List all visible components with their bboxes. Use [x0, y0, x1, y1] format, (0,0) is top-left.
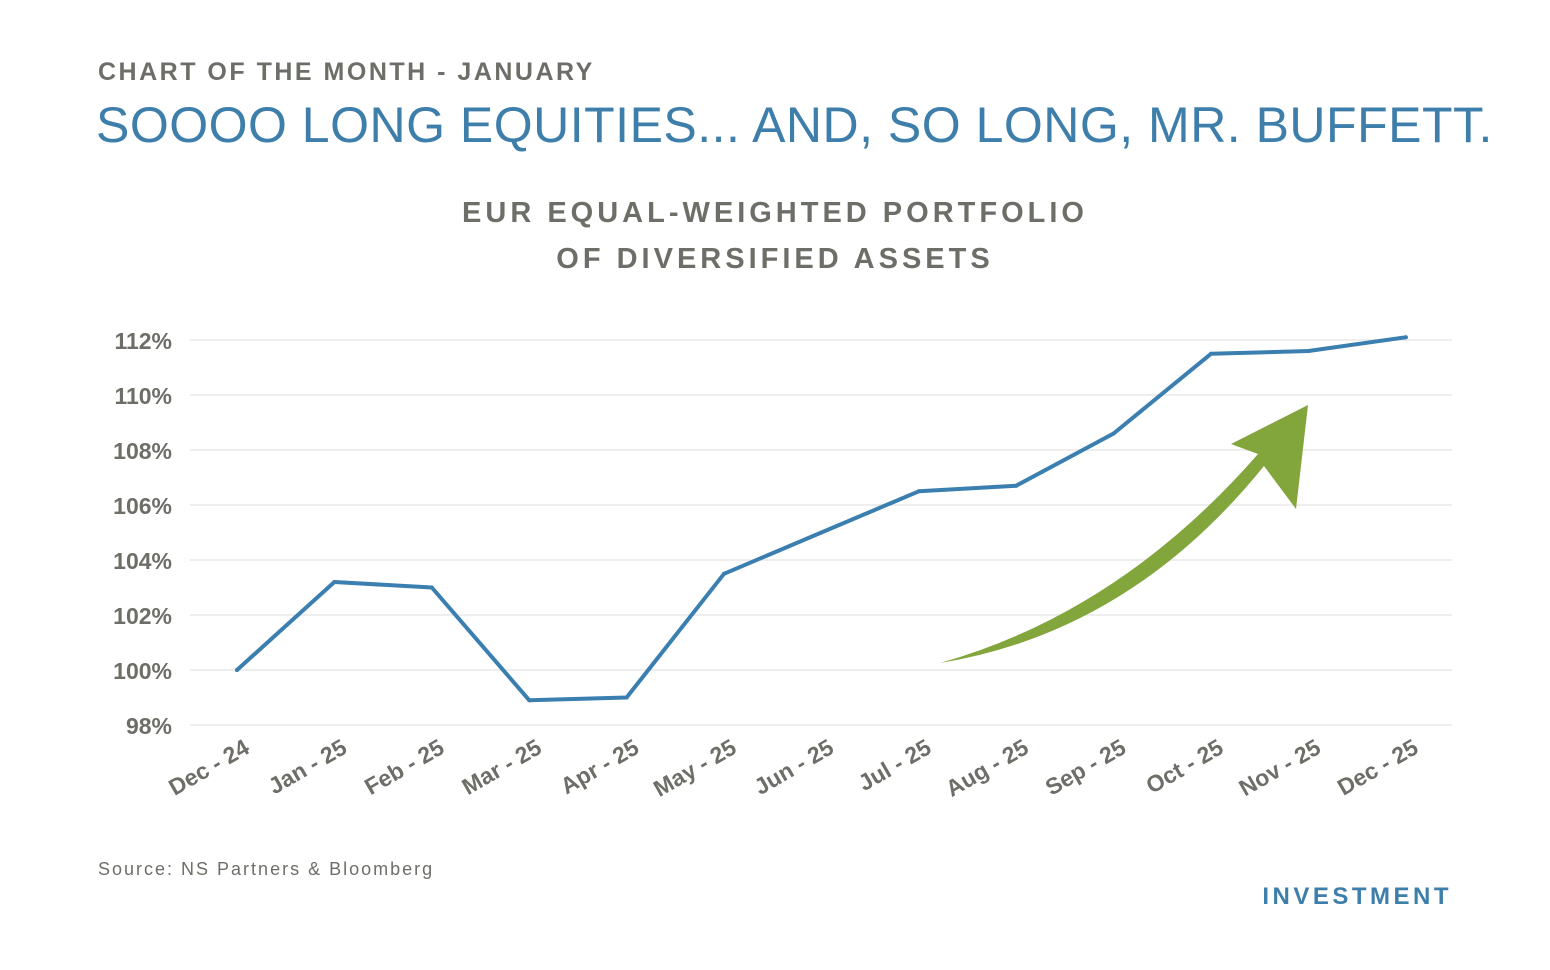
chart-kicker: CHART OF THE MONTH - JANUARY — [98, 58, 595, 86]
series-line — [235, 335, 1408, 703]
data-point — [235, 668, 239, 672]
x-tick-label: Oct - 25 — [1141, 734, 1227, 799]
data-point — [1014, 483, 1019, 488]
data-point — [1111, 431, 1116, 436]
x-tick-label: May - 25 — [649, 734, 741, 802]
x-axis-tick-labels: Dec - 24 Jan - 25 Feb - 25 Mar - 25 Apr - 25… — [164, 734, 1422, 802]
chart-title-line-2: OF DIVERSIFIED ASSETS — [556, 243, 994, 275]
y-tick-label: 108% — [113, 438, 172, 464]
x-tick-label: Nov - 25 — [1234, 734, 1325, 801]
x-tick-label: Dec - 25 — [1333, 734, 1423, 801]
x-tick-label: Apr - 25 — [556, 734, 643, 799]
x-tick-label: Mar - 25 — [457, 734, 545, 800]
y-tick-label: 102% — [113, 603, 172, 629]
x-tick-label: Dec - 24 — [164, 734, 254, 801]
x-tick-label: Sep - 25 — [1041, 734, 1131, 801]
page-headline: SOOOO LONG EQUITIES... AND, SO LONG, MR.… — [96, 97, 1493, 153]
data-point — [332, 580, 337, 584]
data-point — [722, 571, 726, 576]
brand-label: INVESTMENT — [1262, 883, 1452, 910]
data-point — [1209, 351, 1213, 356]
data-point — [429, 585, 434, 590]
data-point — [1306, 349, 1311, 353]
x-tick-label: Jan - 25 — [264, 734, 351, 799]
y-tick-label: 98% — [126, 713, 172, 739]
gridlines — [190, 339, 1452, 726]
trend-arrow — [940, 405, 1308, 663]
x-tick-label: Feb - 25 — [360, 734, 448, 800]
series-layer — [235, 335, 1408, 703]
data-point — [527, 698, 532, 703]
x-tick-label: Jun - 25 — [750, 734, 838, 800]
y-tick-label: 104% — [113, 548, 172, 574]
x-tick-label: Jul - 25 — [854, 734, 936, 796]
y-tick-label: 112% — [114, 328, 172, 354]
chart-title-line-1: EUR EQUAL-WEIGHTED PORTFOLIO — [462, 197, 1088, 229]
data-point — [624, 695, 629, 700]
y-tick-label: 100% — [113, 658, 172, 684]
x-tick-label: Aug - 25 — [941, 734, 1033, 802]
data-point — [1403, 335, 1408, 340]
source-note: Source: NS Partners & Bloomberg — [98, 859, 435, 879]
data-point — [819, 530, 824, 535]
y-tick-label: 106% — [113, 493, 172, 519]
chart-title: EUR EQUAL-WEIGHTED PORTFOLIO OF DIVERSIF… — [0, 190, 1550, 282]
data-point — [916, 489, 921, 494]
trend-arrow-icon — [940, 405, 1308, 663]
y-axis-tick-labels: 98% 100% 102% 104% 106% 108% 110% 112% — [113, 328, 172, 739]
y-tick-label: 110% — [114, 383, 172, 409]
